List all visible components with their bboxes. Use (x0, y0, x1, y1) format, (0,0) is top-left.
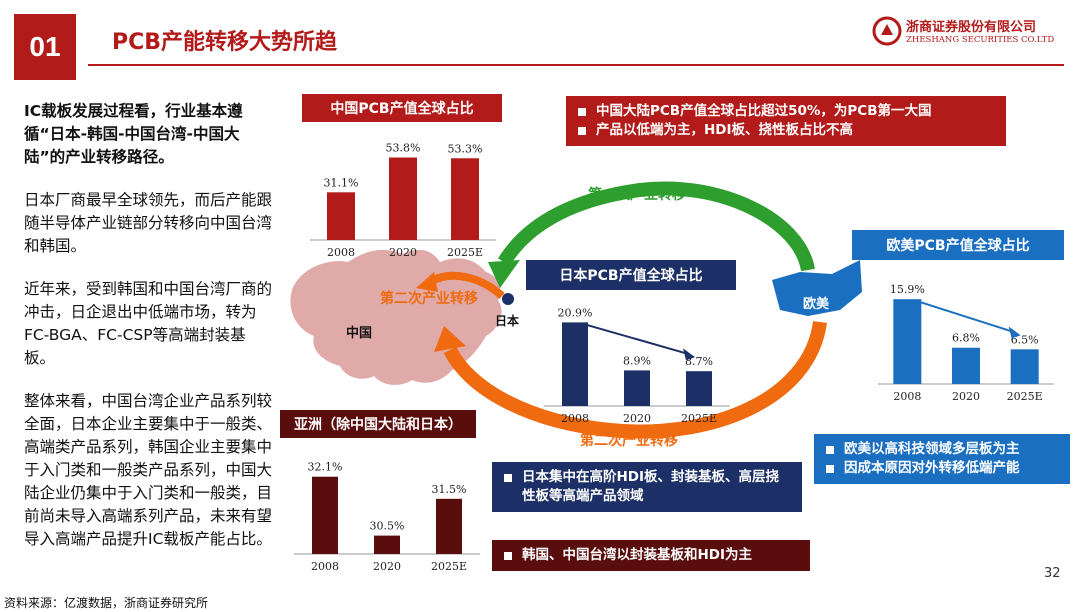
bar-2025E (436, 498, 462, 554)
europe-label: 欧美 (803, 297, 830, 312)
logo-en-text: ZHESHANG SECURITIES CO.LTD (906, 35, 1055, 45)
bar-2008 (562, 322, 588, 406)
tick-label-2020: 2020 (952, 390, 980, 403)
bar-2008 (893, 299, 922, 384)
europe-share-chart: 15.9% 2008 6.8% 2020 6.5% 2025E (878, 283, 1054, 403)
china-callout: 中国大陆PCB产值全球占比超过50%，为PCB第一大国 产品以低端为主，HDI板… (566, 96, 1006, 146)
bullet-square-icon (578, 127, 586, 135)
china-chart-title: 中国PCB产值全球占比 (302, 94, 502, 122)
bar-2008 (312, 476, 338, 554)
second-transfer-label-top: 第二次产业转移 (380, 291, 478, 307)
europe-map-shape (772, 260, 862, 316)
paragraph-overall: 整体来看，中国台湾企业产品系列较全面，日本企业主要集中于一般类、高端类产品系列，… (24, 392, 273, 548)
logo-cn-text: 浙商证券股份有限公司 (906, 20, 1037, 35)
tick-label-2020: 2020 (389, 246, 417, 259)
europe-callout-line-2: 因成本原因对外转移低端产能 (844, 460, 1020, 476)
tick-label-2025E: 2025E (431, 560, 467, 573)
second-transfer-arrowhead-small-icon (416, 272, 438, 292)
trend-arrowhead-icon (683, 348, 695, 361)
tick-label-2020: 2020 (623, 412, 651, 425)
data-label-2025E: 6.5% (1011, 333, 1039, 346)
data-label-2008: 20.9% (558, 306, 593, 319)
paragraph-recent: 近年来，受到韩国和中国台湾厂商的冲击，日企退出中低端市场，转为FC-BGA、FC… (24, 280, 273, 367)
tick-label-2008: 2008 (311, 560, 339, 573)
china-callout-line-2: 产品以低端为主，HDI板、挠性板占比不高 (596, 122, 854, 138)
bullet-square-icon (826, 465, 834, 473)
bullet-square-icon (826, 446, 834, 454)
header-divider (88, 64, 1064, 66)
europe-callout-line-1: 欧美以高科技领域多层板为主 (844, 441, 1020, 457)
first-transfer-label: 第一次产业转移 (588, 187, 686, 203)
tick-label-2008: 2008 (327, 246, 355, 259)
japan-chart-title: 日本PCB产值全球占比 (526, 260, 736, 290)
left-text-column: IC载板发展过程看，行业基本遵循“日本-韩国-中国台湾-中国大陆”的产业转移路径… (24, 100, 272, 571)
bullet-square-icon (504, 552, 512, 560)
tick-label-2008: 2008 (893, 390, 921, 403)
bar-2008 (327, 192, 355, 240)
bar-2025E (686, 371, 712, 406)
trend-arrowhead-icon (1008, 326, 1021, 339)
first-transfer-arrow (498, 181, 815, 272)
japan-callout: 日本集中在高阶HDI板、封装基板、高层挠性板等高端产品领域 (492, 462, 802, 512)
data-label-2020: 53.8% (386, 142, 421, 155)
bullet-square-icon (578, 108, 586, 116)
second-transfer-label-bottom: 第二次产业转移 (580, 433, 678, 449)
source-note: 资料来源：亿渡数据，浙商证券研究所 (4, 596, 209, 610)
data-label-2025E: 53.3% (448, 142, 483, 155)
bar-2020 (952, 347, 980, 384)
china-share-chart: 31.1% 2008 53.8% 2020 53.3% 2025E (310, 142, 496, 259)
company-logo: 浙商证券股份有限公司 ZHESHANG SECURITIES CO.LTD (872, 14, 1068, 54)
data-label-2025E: 8.7% (685, 355, 713, 368)
page-title: PCB产能转移大势所趋 (112, 30, 338, 55)
second-transfer-arrow-large (443, 320, 827, 439)
asia-chart-title: 亚洲（除中国大陆和日本） (280, 410, 476, 438)
data-label-2008: 31.1% (324, 176, 359, 189)
data-label-2008: 15.9% (890, 283, 925, 296)
bullet-square-icon (504, 474, 512, 482)
europe-callout: 欧美以高科技领域多层板为主 因成本原因对外转移低端产能 (814, 434, 1070, 484)
data-label-2020: 8.9% (623, 354, 651, 367)
bar-2025E (451, 158, 479, 240)
china-callout-line-1: 中国大陆PCB产值全球占比超过50%，为PCB第一大国 (596, 103, 932, 119)
tick-label-2025E: 2025E (681, 412, 717, 425)
tick-label-2025E: 2025E (447, 246, 483, 259)
page-number: 32 (1044, 566, 1061, 581)
transfer-map (290, 181, 862, 439)
asia-share-chart: 32.1% 2008 30.5% 2020 31.5% 2025E (294, 461, 480, 573)
section-number: 01 (14, 14, 76, 80)
trend-arrow (584, 323, 690, 356)
bar-2020 (389, 157, 417, 240)
summary-paragraph: IC载板发展过程看，行业基本遵循“日本-韩国-中国台湾-中国大陆”的产业转移路径… (24, 102, 243, 166)
bar-2025E (1010, 349, 1039, 384)
logo-mark-icon (872, 16, 902, 46)
china-label: 中国 (346, 326, 373, 341)
japan-share-chart: 20.9% 2008 8.9% 2020 8.7% 2025E (544, 306, 730, 425)
tick-label-2008: 2008 (561, 412, 589, 425)
tick-label-2025E: 2025E (1007, 390, 1043, 403)
japan-marker-icon (502, 293, 514, 305)
data-label-2008: 32.1% (308, 461, 343, 474)
data-label-2025E: 31.5% (432, 483, 467, 496)
bar-2020 (624, 370, 650, 406)
bar-2020 (374, 535, 400, 554)
second-transfer-arrow-small (427, 271, 505, 300)
europe-chart-title: 欧美PCB产值全球占比 (852, 230, 1064, 260)
second-transfer-arrowhead-large-icon (434, 326, 466, 352)
data-label-2020: 6.8% (952, 332, 980, 345)
japan-callout-line-1: 日本集中在高阶HDI板、封装基板、高层挠性板等高端产品领域 (522, 469, 780, 504)
paragraph-japan: 日本厂商最早全球领先，而后产能跟随半导体产业链部分转移向中国台湾和韩国。 (24, 191, 273, 255)
first-transfer-arrowhead-icon (488, 260, 520, 288)
asia-callout-line-1: 韩国、中国台湾以封装基板和HDI为主 (522, 547, 753, 563)
japan-label: 日本 (495, 314, 520, 328)
tick-label-2020: 2020 (373, 560, 401, 573)
data-label-2020: 30.5% (370, 520, 405, 533)
china-map-shape (290, 249, 502, 385)
trend-arrow (917, 300, 1015, 334)
asia-callout: 韩国、中国台湾以封装基板和HDI为主 (492, 540, 810, 571)
